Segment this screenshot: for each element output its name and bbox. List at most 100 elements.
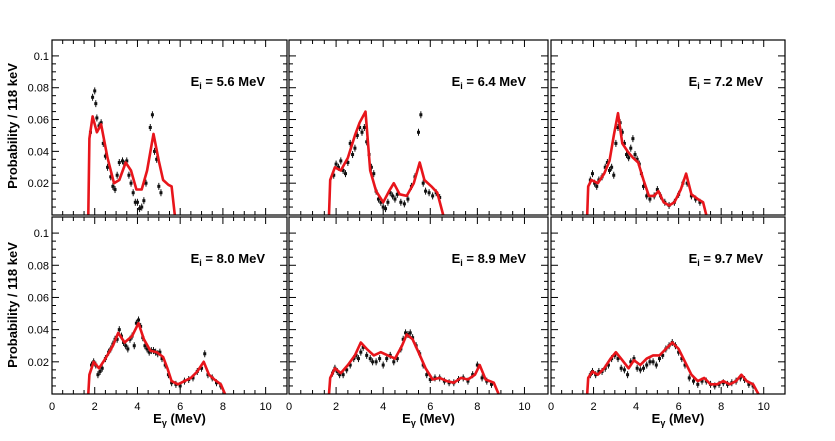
- data-point: [395, 192, 399, 196]
- y-tick-label: 0.04: [28, 146, 49, 158]
- model-line: [87, 321, 227, 395]
- data-point: [395, 357, 399, 361]
- data-point: [353, 146, 357, 150]
- data-point: [606, 363, 610, 367]
- data-point: [657, 357, 661, 361]
- data-point: [134, 321, 138, 325]
- data-point: [117, 161, 121, 164]
- panel-frame: [51, 216, 288, 395]
- data-point: [140, 205, 144, 209]
- data-point: [145, 347, 149, 351]
- data-point: [622, 368, 626, 372]
- model-line: [327, 110, 445, 216]
- data-point: [339, 159, 343, 163]
- data-point: [399, 200, 403, 204]
- y-tick-label: 0.06: [28, 292, 49, 304]
- data-point: [629, 146, 633, 150]
- data-point: [489, 382, 493, 386]
- x-tick-label: 0: [49, 401, 55, 413]
- data-point: [346, 161, 350, 164]
- data-point: [359, 350, 363, 354]
- data-point: [341, 373, 345, 377]
- data-point: [362, 126, 366, 129]
- data-point: [635, 157, 639, 161]
- data-point: [133, 200, 137, 204]
- data-point: [677, 350, 681, 354]
- data-point: [374, 360, 378, 364]
- data-point: [191, 376, 195, 380]
- data-point: [95, 116, 99, 120]
- data-point: [680, 357, 684, 361]
- x-axis-title: Eγ (MeV): [652, 411, 705, 428]
- data-point: [597, 369, 601, 373]
- data-point: [142, 199, 146, 203]
- panel-frame: [288, 39, 549, 216]
- data-point: [393, 197, 397, 201]
- data-point: [635, 366, 639, 370]
- data-point: [372, 172, 376, 176]
- data-point: [610, 165, 614, 169]
- data-point: [401, 337, 405, 341]
- data-point: [590, 172, 594, 176]
- panel-label: Ei = 9.7 MeV: [689, 251, 764, 268]
- x-tick-label: 6: [427, 401, 433, 413]
- data-point: [101, 141, 105, 145]
- data-point: [147, 350, 151, 354]
- data-point: [371, 360, 375, 364]
- data-point: [620, 130, 624, 134]
- x-tick-label: 2: [590, 401, 596, 413]
- panel-frame: [288, 216, 549, 395]
- panel-frame: [51, 39, 288, 216]
- data-point: [633, 153, 637, 157]
- x-tick-label: 6: [177, 401, 183, 413]
- data-point: [345, 368, 349, 372]
- data-point: [614, 141, 618, 145]
- data-point: [605, 161, 609, 164]
- data-point: [203, 352, 207, 356]
- data-point: [629, 360, 633, 364]
- data-point: [424, 189, 428, 193]
- data-point: [612, 173, 616, 177]
- data-point: [642, 184, 646, 188]
- data-point: [622, 141, 626, 145]
- panel-label: Ei = 5.6 MeV: [191, 74, 266, 91]
- data-point: [143, 344, 147, 348]
- data-point: [129, 181, 133, 185]
- data-point: [608, 168, 611, 172]
- y-tick-label: 0.08: [28, 83, 49, 95]
- data-point: [419, 113, 423, 117]
- data-point: [632, 357, 636, 361]
- data-point: [747, 382, 751, 386]
- data-point: [117, 328, 121, 332]
- panel-3: Ei = 7.2 MeV: [550, 39, 786, 216]
- data-point: [348, 141, 352, 145]
- x-tick-label: 4: [633, 401, 639, 413]
- y-tick-label: 0.02: [28, 178, 49, 190]
- y-tick-label: 0.1: [34, 228, 49, 240]
- data-point: [94, 102, 98, 106]
- x-tick-label: 2: [333, 401, 339, 413]
- data-point: [358, 126, 362, 129]
- model-line: [327, 333, 500, 395]
- y-axis-title-bottom: Probability / 118 keV: [5, 242, 20, 368]
- data-point: [368, 357, 372, 361]
- data-point: [616, 357, 620, 361]
- x-axis-title: Eγ (MeV): [402, 411, 455, 428]
- x-tick-label: 4: [134, 401, 140, 413]
- data-point: [417, 130, 420, 134]
- x-tick-label: 10: [518, 401, 530, 413]
- y-tick-label: 0.02: [28, 357, 49, 369]
- data-point: [138, 207, 142, 211]
- data-point: [96, 373, 100, 377]
- panel-label: Ei = 7.2 MeV: [689, 74, 764, 91]
- data-point: [135, 200, 139, 204]
- data-point: [111, 184, 115, 188]
- data-point: [593, 181, 597, 185]
- x-tick-label: 10: [758, 401, 770, 413]
- data-point: [631, 137, 635, 141]
- data-point: [421, 181, 425, 185]
- panel-4: 0.02 0.04 0.06 0.08 0.1 0 2 4 6 8 10 Eγ (MeV) Ei = 8…: [28, 216, 288, 428]
- data-point: [103, 154, 107, 158]
